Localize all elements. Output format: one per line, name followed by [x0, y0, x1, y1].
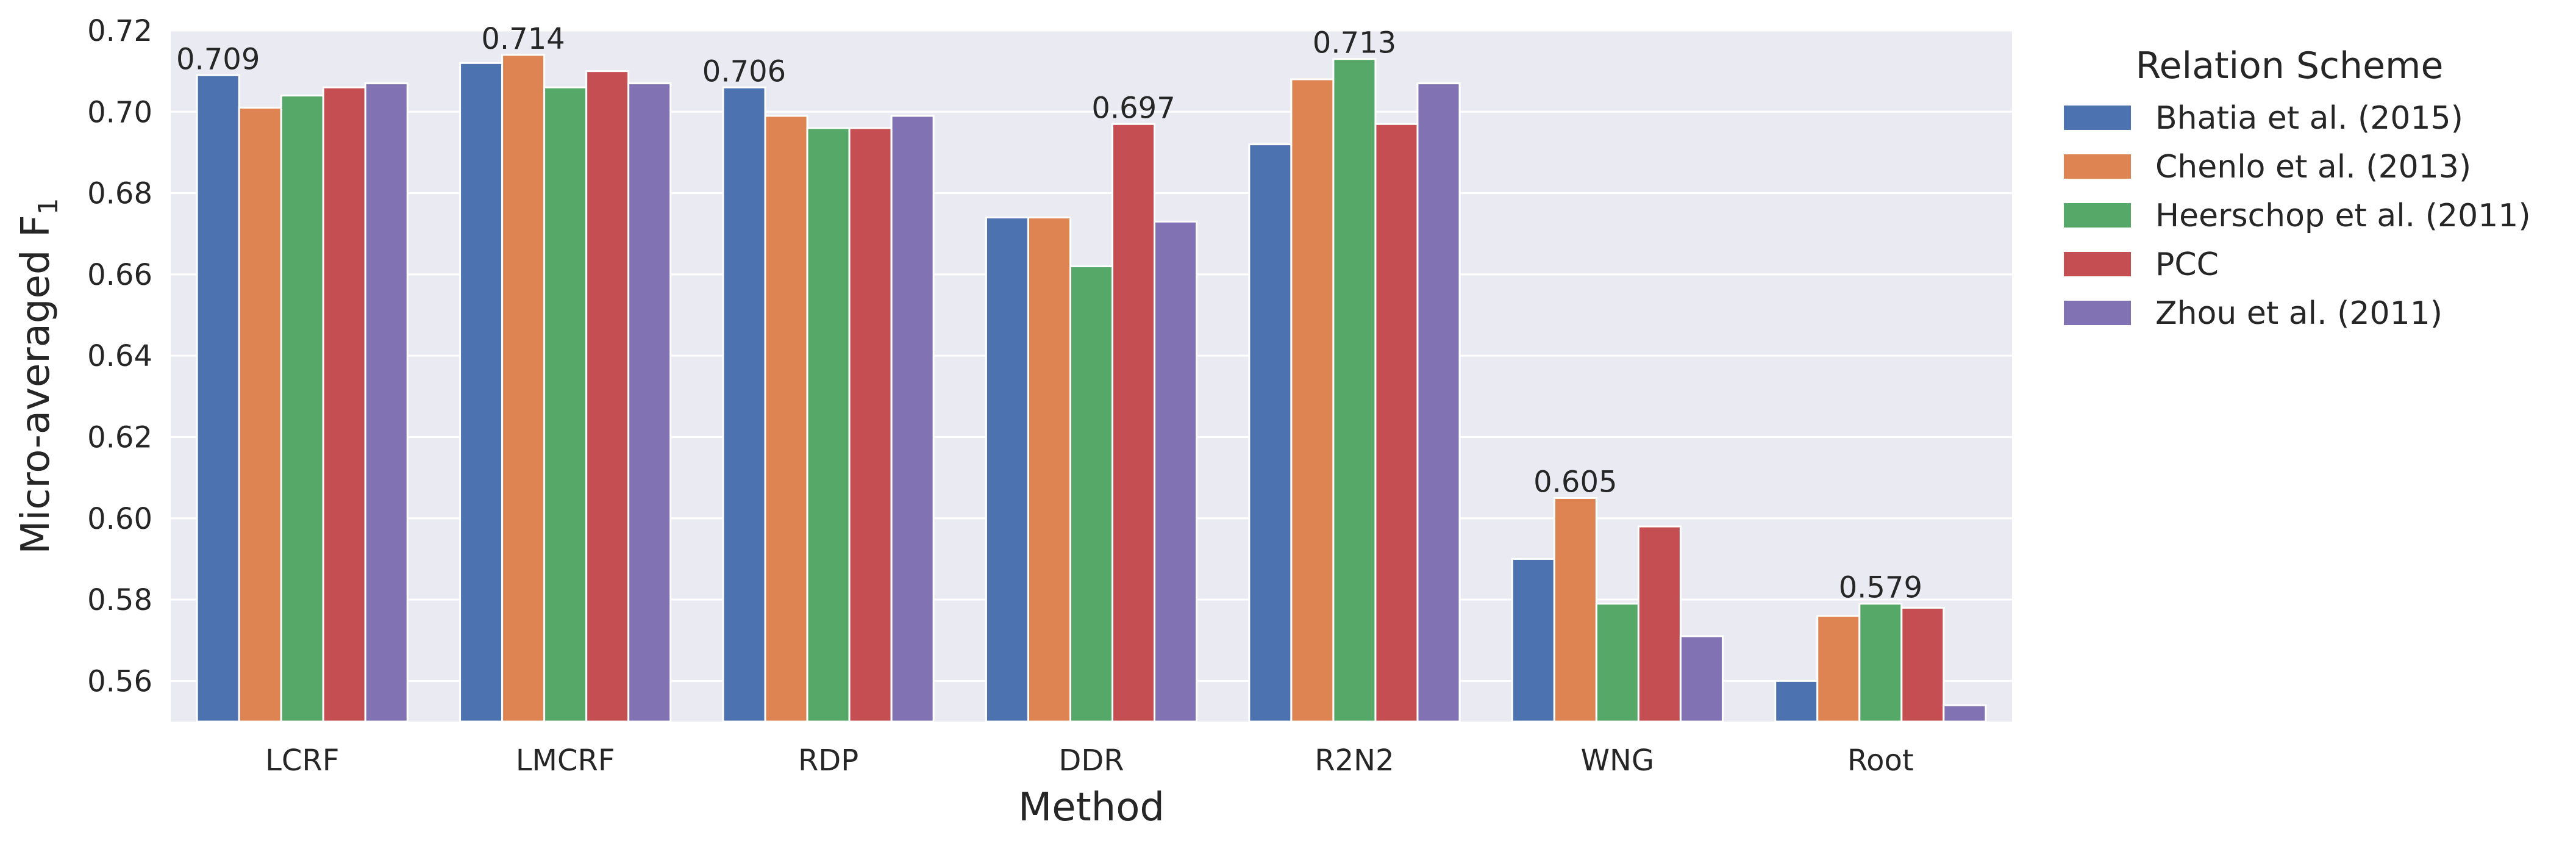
y-tick-label: 0.66 — [87, 258, 152, 292]
legend-swatch — [2064, 203, 2131, 228]
legend-swatch — [2064, 301, 2131, 325]
bar — [1374, 123, 1419, 723]
bar — [459, 62, 504, 723]
legend-swatch — [2064, 252, 2131, 276]
data-label: 0.706 — [702, 54, 786, 88]
x-tick-label: Root — [1847, 744, 1914, 778]
x-tick-label: LMCRF — [516, 744, 615, 778]
legend-label: Bhatia et al. (2015) — [2155, 100, 2463, 137]
y-axis-title-text: Micro-averaged F — [13, 215, 59, 554]
bar — [1943, 704, 1987, 723]
bar — [196, 74, 240, 723]
bar — [1774, 679, 1819, 723]
bar — [1637, 525, 1682, 723]
data-label: 0.579 — [1839, 571, 1922, 605]
bar — [806, 127, 851, 723]
bar — [1511, 557, 1555, 723]
bar — [238, 107, 282, 723]
x-tick-label: RDP — [798, 744, 858, 778]
x-axis-ticks: LCRF LMCRF RDP DDR R2N2 WNG Root — [265, 744, 1914, 778]
x-axis-title: Method — [1018, 785, 1165, 830]
bar — [585, 70, 630, 723]
y-tick-label: 0.60 — [87, 502, 152, 536]
legend-items: Bhatia et al. (2015) Chenlo et al. (2013)… — [2064, 100, 2531, 332]
data-label: 0.605 — [1533, 465, 1617, 499]
bar — [627, 82, 672, 723]
y-tick-label: 0.58 — [87, 583, 152, 617]
bar — [890, 115, 935, 723]
bar — [985, 217, 1029, 723]
legend-label: PCC — [2155, 246, 2219, 283]
bar — [1027, 217, 1071, 723]
data-label: 0.714 — [481, 22, 565, 56]
data-label: 0.709 — [176, 42, 260, 76]
bar — [1900, 606, 1945, 723]
bar — [722, 86, 766, 723]
x-tick-label: LCRF — [265, 744, 339, 778]
bar — [322, 86, 366, 723]
y-axis-title: Micro-averaged F1 — [13, 198, 64, 554]
bar — [1069, 265, 1114, 723]
legend-title: Relation Scheme — [2136, 45, 2444, 87]
bar — [1679, 635, 1724, 723]
bar — [364, 82, 409, 723]
y-axis-title-subscript: 1 — [33, 198, 64, 215]
y-tick-label: 0.70 — [87, 95, 152, 129]
bar — [543, 86, 588, 723]
bar — [1858, 603, 1903, 723]
bar — [1154, 220, 1198, 723]
bar — [1553, 496, 1597, 723]
bar — [764, 115, 808, 723]
data-label: 0.713 — [1313, 26, 1396, 60]
bars — [196, 54, 1987, 723]
data-label: 0.697 — [1091, 91, 1175, 125]
legend-swatch — [2064, 154, 2131, 179]
legend-label: Zhou et al. (2011) — [2155, 295, 2442, 332]
y-axis-ticks: 0.56 0.58 0.60 0.62 0.64 0.66 0.68 0.70 0.72 — [87, 14, 152, 698]
bar — [848, 127, 893, 723]
y-tick-label: 0.72 — [87, 14, 152, 48]
y-tick-label: 0.64 — [87, 339, 152, 373]
y-tick-label: 0.68 — [87, 177, 152, 211]
bar — [1111, 123, 1156, 723]
bar — [1290, 78, 1335, 723]
bar — [1595, 603, 1639, 723]
y-tick-label: 0.62 — [87, 420, 152, 454]
bar — [1816, 615, 1861, 723]
x-tick-label: WNG — [1581, 744, 1655, 778]
legend: Relation Scheme Bhatia et al. (2015) Chen… — [2064, 45, 2531, 332]
legend-swatch — [2064, 106, 2131, 130]
legend-label: Heerschop et al. (2011) — [2155, 198, 2531, 234]
bar — [1248, 143, 1293, 723]
legend-label: Chenlo et al. (2013) — [2155, 149, 2471, 185]
bar — [1332, 58, 1377, 723]
x-tick-label: R2N2 — [1315, 744, 1394, 778]
bar — [501, 54, 546, 723]
bar — [1416, 82, 1461, 723]
data-labels: 0.709 0.714 0.706 0.697 0.713 0.605 0.579 — [176, 22, 1922, 605]
y-tick-label: 0.56 — [87, 664, 152, 698]
x-tick-label: DDR — [1058, 744, 1124, 778]
bar — [280, 95, 324, 723]
